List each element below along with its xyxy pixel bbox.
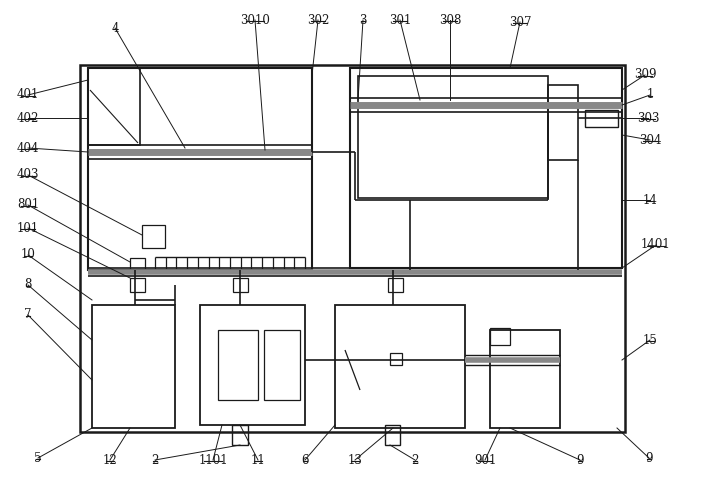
Text: 3010: 3010: [240, 14, 270, 27]
Bar: [233, 278, 248, 292]
Bar: [548, 85, 578, 160]
Text: 403: 403: [17, 169, 39, 182]
Bar: [80, 65, 625, 432]
Text: 8: 8: [25, 279, 32, 292]
Text: 304: 304: [639, 133, 661, 146]
Text: 308: 308: [439, 14, 461, 27]
Text: 3: 3: [359, 14, 366, 27]
Text: 301: 301: [389, 14, 411, 27]
Text: 307: 307: [509, 15, 531, 28]
Text: 302: 302: [307, 14, 329, 27]
Text: 4: 4: [111, 22, 119, 34]
Text: 2: 2: [152, 454, 159, 467]
Bar: [388, 278, 403, 292]
Bar: [385, 425, 400, 445]
Bar: [92, 305, 175, 428]
Bar: [130, 278, 145, 292]
Text: 1: 1: [647, 88, 654, 101]
Bar: [88, 68, 140, 145]
Text: 1101: 1101: [198, 454, 228, 467]
Text: 101: 101: [17, 222, 39, 235]
Bar: [200, 305, 305, 425]
Text: 15: 15: [642, 333, 658, 346]
Bar: [335, 305, 465, 428]
Text: 12: 12: [102, 454, 117, 467]
Text: 9: 9: [645, 452, 653, 465]
Text: 9: 9: [576, 454, 584, 467]
Text: 901: 901: [474, 454, 496, 467]
Text: 2: 2: [411, 454, 418, 467]
Text: 13: 13: [347, 454, 362, 467]
Text: 801: 801: [17, 199, 39, 212]
Bar: [88, 68, 312, 270]
Text: 401: 401: [17, 88, 39, 101]
Text: 303: 303: [637, 112, 659, 125]
Text: 14: 14: [642, 194, 658, 207]
Bar: [490, 328, 510, 345]
Bar: [232, 425, 248, 445]
Text: 309: 309: [634, 69, 656, 82]
Bar: [264, 330, 300, 400]
Bar: [218, 330, 258, 400]
Text: 6: 6: [301, 454, 309, 467]
Text: 7: 7: [25, 309, 32, 322]
Text: 1401: 1401: [641, 239, 671, 252]
Bar: [390, 353, 402, 365]
Bar: [130, 258, 145, 272]
Bar: [358, 76, 548, 198]
Bar: [350, 68, 622, 268]
Text: 11: 11: [251, 454, 265, 467]
Text: 10: 10: [20, 248, 35, 261]
Bar: [490, 330, 560, 428]
Text: 404: 404: [17, 142, 39, 155]
Text: 402: 402: [17, 112, 39, 125]
Text: 5: 5: [34, 452, 41, 465]
Bar: [585, 110, 618, 127]
Bar: [142, 225, 165, 248]
